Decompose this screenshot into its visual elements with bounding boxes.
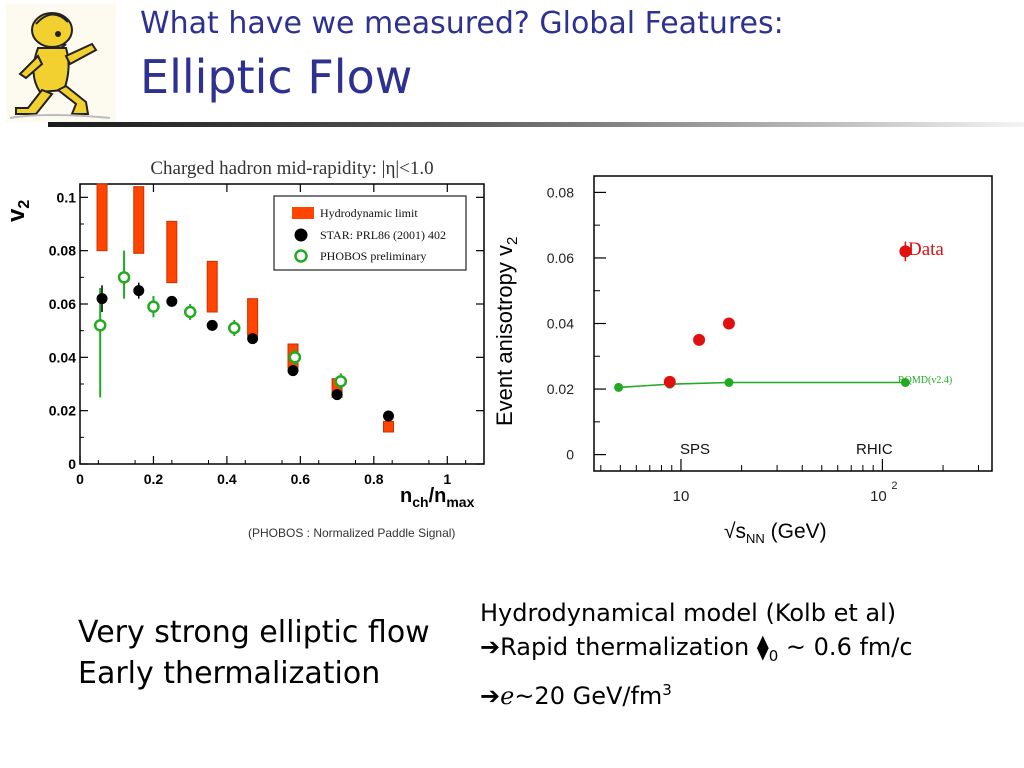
- hydro-line-3: ➔ℯ~20 GeV/fm3: [480, 680, 672, 710]
- chart1-ytick-label: 0.02: [49, 403, 76, 419]
- chart2-axes: 0 0.02 0.04 0.06 0.08 10 10 2: [547, 175, 993, 505]
- legend-phobos-marker: [294, 249, 308, 263]
- chart2-ylabel: Event anisotropy v2: [492, 237, 521, 426]
- hydro-limit-bar: [133, 186, 145, 254]
- chart1-ylabel-sub: 2: [16, 200, 33, 209]
- rqmd-point: [900, 378, 910, 387]
- chart1-ytick-label: 0.04: [49, 349, 76, 365]
- star-point: [96, 293, 108, 305]
- legend-hydro-label: Hydrodynamic limit: [320, 206, 418, 220]
- legend-phobos-label: PHOBOS preliminary: [320, 249, 426, 263]
- rqmd-line: [618, 381, 906, 389]
- star-point: [206, 319, 218, 331]
- chart1-axes: 0 0.2 0.4 0.6 0.8 1 0 0.02 0.04 0.06 0.08 0.1: [49, 183, 485, 487]
- phobos-point: [117, 271, 131, 284]
- hydro-limit-bar: [247, 298, 259, 337]
- chart1-legend: Hydrodynamic limit STAR: PRL86 (2001) 40…: [273, 195, 467, 271]
- chart2-ytick-label: 0.08: [547, 184, 574, 200]
- phobos-point: [93, 319, 107, 332]
- conclusion-line-2: Early thermalization: [78, 656, 381, 691]
- chart1-ytick-label: 0.1: [57, 189, 77, 205]
- chart2-xtick-label-exponent: 2: [891, 480, 897, 492]
- chart1-ylabel: v2: [3, 200, 33, 222]
- chart2-plot-frame: [593, 175, 993, 472]
- chart1-ytick-label: 0: [68, 456, 76, 472]
- arrow-right-icon: ➔: [480, 681, 501, 710]
- star-point: [166, 295, 178, 307]
- conclusion-line-1: Very strong elliptic flow: [78, 615, 430, 650]
- chart2-ytick-label: 0.06: [547, 250, 574, 266]
- chart2-xlabel: √sNN (GeV): [724, 520, 827, 546]
- chart2-ytick-label: 0.04: [547, 316, 574, 332]
- chart2-sps-label: SPS: [680, 441, 710, 458]
- data-point: [663, 375, 676, 388]
- chart1-ytick-label: 0.08: [49, 243, 76, 259]
- phobos-point: [288, 351, 302, 364]
- chart1-xtick-label: 0.4: [217, 471, 237, 487]
- conclusion-text: Very strong elliptic flow Early thermali…: [78, 612, 430, 694]
- hydro-line-2: ➔Rapid thermalization ⧫0 ~ 0.6 fm/c: [480, 633, 913, 665]
- chart1-star-series: [96, 282, 395, 422]
- chart2-ylabel-sub: 2: [504, 237, 521, 245]
- elliptic-flow-energy-chart: Event anisotropy v2 0 0.02 0.04 0.06 0.08 10 1…: [492, 175, 993, 546]
- hydro-model-text: Hydrodynamical model (Kolb et al) ➔Rapid…: [480, 596, 913, 713]
- tau-symbol: ⧫: [756, 633, 769, 661]
- hydro-limit-bar: [166, 220, 178, 284]
- legend-star-label: STAR: PRL86 (2001) 402: [320, 228, 446, 242]
- arrow-right-icon: ➔: [480, 633, 501, 661]
- chart2-xtick-label: 10: [870, 488, 887, 505]
- chart1-phobos-series: [93, 250, 348, 398]
- slide-subtitle: What have we measured? Global Features:: [140, 6, 784, 41]
- star-point: [383, 410, 395, 422]
- data-point: [722, 317, 735, 330]
- chart2-rqmd-label: RQMD(v2.4): [898, 375, 952, 386]
- chart2-data-label: Data: [908, 239, 944, 260]
- data-point: [693, 333, 706, 346]
- legend-star-marker: [294, 228, 308, 242]
- phobos-point: [183, 305, 197, 319]
- title-divider: [48, 122, 1024, 127]
- walking-cartoon-character-icon: [6, 4, 116, 122]
- chart2-rhic-label: RHIC: [856, 441, 893, 458]
- rqmd-point: [614, 382, 624, 392]
- chart1-xtick-label: 0: [76, 471, 84, 487]
- epsilon-symbol: ℯ: [500, 681, 515, 710]
- star-point: [247, 333, 259, 345]
- hydro-limit-bar: [383, 420, 395, 433]
- chart2-ytick-label: 0: [566, 447, 574, 463]
- elliptic-flow-centrality-chart: Charged hadron mid-rapidity: |η|<1.0 v2 …: [3, 158, 485, 540]
- hydro-limit-bar: [96, 183, 108, 252]
- rqmd-point: [724, 378, 734, 387]
- chart1-xtick-label: 0.8: [364, 471, 384, 487]
- chart1-title: Charged hadron mid-rapidity: |η|<1.0: [150, 158, 433, 179]
- star-point: [133, 285, 145, 297]
- data-point: [899, 245, 912, 258]
- chart2-ytick-label: 0.02: [547, 381, 574, 397]
- chart1-xlabel: nch/nmax: [400, 485, 475, 510]
- chart2-rqmd-series: [614, 378, 910, 392]
- phobos-point: [334, 375, 348, 388]
- hydro-line-1: Hydrodynamical model (Kolb et al): [480, 599, 897, 627]
- chart1-ytick-label: 0.06: [49, 296, 76, 312]
- chart2-data-series: [663, 241, 912, 388]
- chart1-xtick-label: 1: [443, 471, 451, 487]
- legend-hydro-swatch: [292, 207, 314, 219]
- slide-title: Elliptic Flow: [140, 50, 413, 104]
- star-point: [331, 389, 343, 401]
- hydro-limit-bar: [206, 260, 218, 313]
- star-point: [287, 365, 299, 377]
- chart1-xtick-label: 0.6: [291, 471, 311, 487]
- phobos-point: [228, 321, 241, 335]
- chart1-caption: (PHOBOS : Normalized Paddle Signal): [248, 526, 455, 540]
- phobos-point: [147, 300, 160, 313]
- chart1-xtick-label: 0.2: [144, 471, 164, 487]
- chart2-xtick-label: 10: [673, 488, 690, 505]
